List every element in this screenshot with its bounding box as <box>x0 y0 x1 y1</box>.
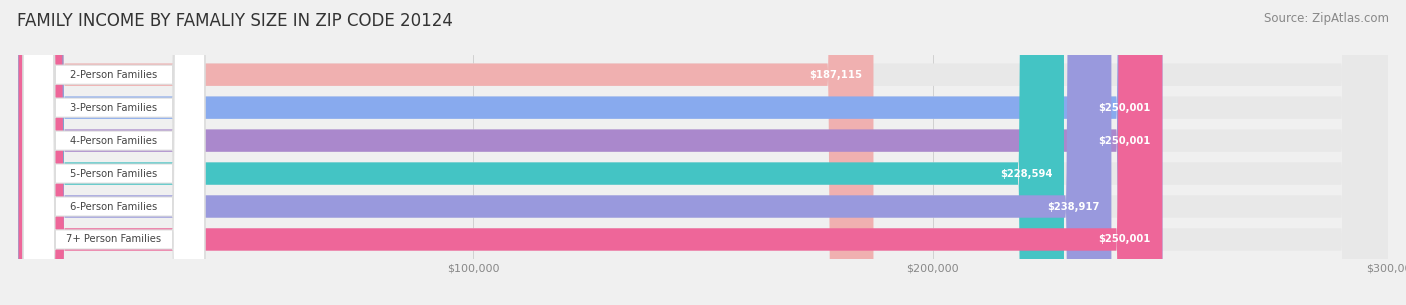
Text: $250,001: $250,001 <box>1098 136 1152 145</box>
FancyBboxPatch shape <box>18 0 1064 305</box>
FancyBboxPatch shape <box>18 0 1163 305</box>
Text: FAMILY INCOME BY FAMALIY SIZE IN ZIP CODE 20124: FAMILY INCOME BY FAMALIY SIZE IN ZIP COD… <box>17 12 453 30</box>
Text: 2-Person Families: 2-Person Families <box>70 70 157 80</box>
FancyBboxPatch shape <box>24 0 205 305</box>
Text: $250,001: $250,001 <box>1098 235 1152 245</box>
FancyBboxPatch shape <box>18 0 1388 305</box>
FancyBboxPatch shape <box>18 0 1388 305</box>
Text: $238,917: $238,917 <box>1047 202 1099 211</box>
Text: $228,594: $228,594 <box>1000 169 1053 178</box>
FancyBboxPatch shape <box>18 0 1388 305</box>
FancyBboxPatch shape <box>18 0 1388 305</box>
FancyBboxPatch shape <box>18 0 1111 305</box>
FancyBboxPatch shape <box>18 0 1163 305</box>
Text: 5-Person Families: 5-Person Families <box>70 169 157 178</box>
Text: 6-Person Families: 6-Person Families <box>70 202 157 211</box>
Text: Source: ZipAtlas.com: Source: ZipAtlas.com <box>1264 12 1389 25</box>
FancyBboxPatch shape <box>18 0 873 305</box>
FancyBboxPatch shape <box>24 0 205 305</box>
Text: 4-Person Families: 4-Person Families <box>70 136 157 145</box>
FancyBboxPatch shape <box>24 0 205 305</box>
FancyBboxPatch shape <box>24 0 205 305</box>
FancyBboxPatch shape <box>18 0 1163 305</box>
FancyBboxPatch shape <box>18 0 1388 305</box>
Text: $187,115: $187,115 <box>808 70 862 80</box>
FancyBboxPatch shape <box>24 0 205 305</box>
Text: $250,001: $250,001 <box>1098 103 1152 113</box>
FancyBboxPatch shape <box>18 0 1388 305</box>
Text: 3-Person Families: 3-Person Families <box>70 103 157 113</box>
FancyBboxPatch shape <box>24 0 205 305</box>
Text: 7+ Person Families: 7+ Person Families <box>66 235 162 245</box>
